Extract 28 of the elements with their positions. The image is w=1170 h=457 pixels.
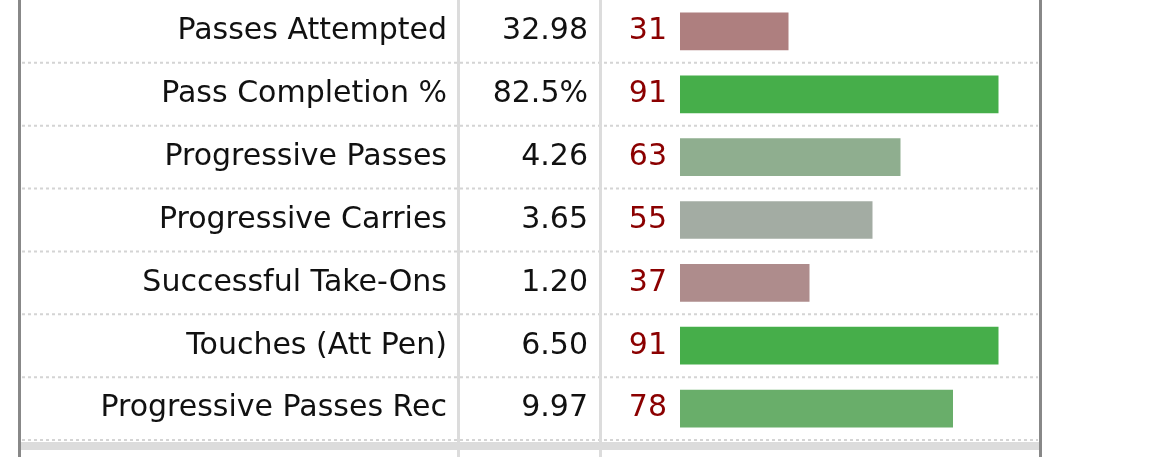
bar — [680, 75, 999, 114]
text: 4.26 — [521, 136, 588, 172]
text: 3.65 — [521, 199, 588, 235]
bar — [680, 264, 810, 302]
data-label: 63 — [628, 136, 667, 172]
y-tick-label: Progressive Passes — [164, 136, 447, 172]
text: 82.5% — [492, 74, 588, 110]
bar — [680, 389, 953, 428]
bar — [680, 201, 873, 239]
bar — [680, 12, 789, 51]
data-label: 31 — [628, 11, 667, 47]
y-tick-label: Passes Attempted — [177, 11, 447, 47]
text: 6.50 — [521, 325, 588, 361]
y-tick-label: Progressive Passes Rec — [100, 388, 447, 424]
data-label: 37 — [628, 262, 667, 298]
data-label: 55 — [628, 199, 667, 235]
bar — [680, 138, 901, 176]
text: 32.98 — [502, 11, 588, 47]
text: 9.97 — [521, 388, 588, 424]
text: 1.20 — [521, 262, 588, 298]
data-label: 78 — [628, 388, 667, 424]
bar — [680, 326, 999, 365]
y-tick-label: Progressive Carries — [158, 199, 447, 235]
data-label: 91 — [628, 325, 667, 361]
y-tick-label: Pass Completion % — [161, 74, 447, 110]
y-tick-label: Touches (Att Pen) — [185, 325, 447, 361]
y-tick-label: Successful Take-Ons — [142, 262, 447, 298]
data-label: 91 — [628, 74, 667, 110]
